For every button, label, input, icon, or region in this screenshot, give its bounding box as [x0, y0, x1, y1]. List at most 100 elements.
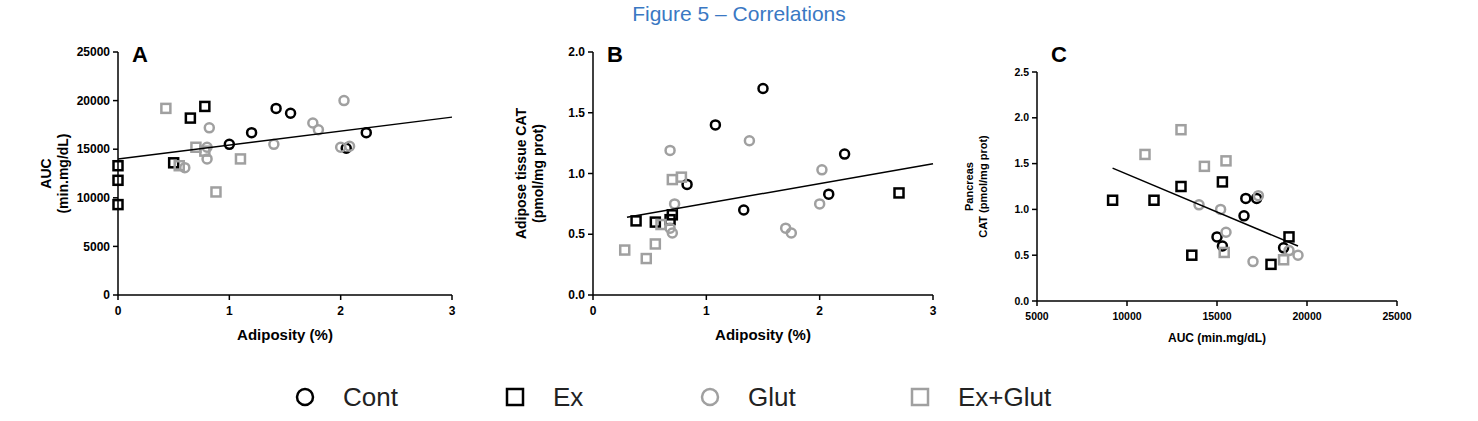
- trend-line: [118, 117, 452, 159]
- y-axis-label: (pmol/mg prot): [530, 124, 546, 223]
- point: [668, 210, 677, 219]
- legend-marker: [912, 389, 928, 405]
- legend: ContExGlutEx+Glut: [297, 382, 1052, 412]
- point: [815, 199, 824, 208]
- x-tick: [592, 295, 594, 300]
- point: [336, 143, 345, 152]
- plot-area: [1108, 125, 1302, 269]
- y-tick-label: 2.0: [568, 45, 585, 59]
- legend-label: Glut: [748, 382, 796, 412]
- x-axis: [593, 294, 933, 296]
- point: [817, 165, 826, 174]
- point: [895, 188, 904, 197]
- plot-area: [114, 96, 453, 209]
- point: [1177, 125, 1186, 134]
- legend-marker: [507, 389, 523, 405]
- y-tick: [1032, 254, 1037, 256]
- y-tick-label: 0.0: [568, 288, 585, 302]
- panel: 05000100001500020000250000123Adiposity (…: [38, 42, 456, 343]
- point: [1294, 251, 1303, 260]
- y-tick-label: 1.0: [568, 167, 585, 181]
- point: [657, 220, 666, 229]
- point: [205, 123, 214, 132]
- plot-area: [620, 84, 933, 263]
- point: [1141, 150, 1150, 159]
- x-tick-label: 2: [337, 304, 344, 318]
- point: [236, 154, 245, 163]
- x-tick: [451, 295, 453, 300]
- y-axis: [117, 52, 119, 295]
- x-tick-label: 25000: [1382, 310, 1411, 322]
- x-axis-label: AUC (min.mg/dL): [1168, 331, 1266, 345]
- y-tick: [588, 234, 593, 236]
- point: [1249, 257, 1258, 266]
- y-tick: [1032, 163, 1037, 165]
- x-tick: [229, 295, 231, 300]
- x-tick: [1036, 301, 1038, 306]
- y-tick-label: 0.0: [1014, 295, 1029, 307]
- x-tick: [1126, 301, 1128, 306]
- x-tick: [1396, 301, 1398, 306]
- point: [345, 142, 354, 151]
- x-axis-label: Adiposity (%): [237, 326, 333, 343]
- x-tick-label: 3: [449, 304, 456, 318]
- y-tick: [588, 112, 593, 114]
- x-axis-label: Adiposity (%): [715, 326, 811, 343]
- point: [1285, 232, 1294, 241]
- point: [1187, 251, 1196, 260]
- x-tick-label: 2: [816, 304, 823, 318]
- y-tick-label: 0: [103, 288, 110, 302]
- x-tick-label: 0: [590, 304, 597, 318]
- x-tick: [1306, 301, 1308, 306]
- point: [642, 254, 651, 263]
- x-tick-label: 1: [226, 304, 233, 318]
- point: [186, 114, 195, 123]
- y-tick-label: 20000: [77, 94, 111, 108]
- y-tick-label: 1.0: [1014, 203, 1029, 215]
- point: [1220, 248, 1229, 257]
- y-tick: [1032, 117, 1037, 119]
- point: [668, 175, 677, 184]
- trend-line: [627, 164, 933, 217]
- x-tick-label: 10000: [1112, 310, 1141, 322]
- point: [362, 128, 371, 137]
- point: [1222, 156, 1231, 165]
- point: [191, 143, 200, 152]
- point: [1177, 182, 1186, 191]
- y-tick-label: 2.5: [1014, 66, 1029, 78]
- y-axis-label: AUC: [38, 158, 54, 188]
- x-tick: [932, 295, 934, 300]
- panel-letter: C: [1051, 42, 1067, 67]
- point: [114, 161, 123, 170]
- x-tick-label: 15000: [1202, 310, 1231, 322]
- y-tick-label: 1.5: [568, 106, 585, 120]
- legend-marker: [702, 389, 718, 405]
- point: [1279, 255, 1288, 264]
- point: [1222, 228, 1231, 237]
- legend-marker: [297, 389, 313, 405]
- y-tick: [113, 197, 118, 199]
- point: [286, 109, 295, 118]
- point: [1267, 260, 1276, 269]
- point: [651, 239, 660, 248]
- point: [677, 173, 686, 182]
- y-tick-label: 0.5: [568, 227, 585, 241]
- legend-label: Ex+Glut: [958, 382, 1052, 412]
- y-tick-label: 5000: [83, 240, 110, 254]
- point: [1218, 177, 1227, 186]
- point: [340, 96, 349, 105]
- point: [272, 104, 281, 113]
- y-tick-label: 25000: [77, 45, 111, 59]
- point: [175, 161, 184, 170]
- point: [1108, 196, 1117, 205]
- point: [668, 229, 677, 238]
- y-tick-label: 10000: [77, 191, 111, 205]
- point: [269, 140, 278, 149]
- point: [211, 187, 220, 196]
- y-tick: [588, 51, 593, 53]
- panel-letter: B: [607, 42, 623, 67]
- x-tick: [706, 295, 708, 300]
- point: [632, 216, 641, 225]
- legend-label: Ex: [553, 382, 583, 412]
- point: [824, 190, 833, 199]
